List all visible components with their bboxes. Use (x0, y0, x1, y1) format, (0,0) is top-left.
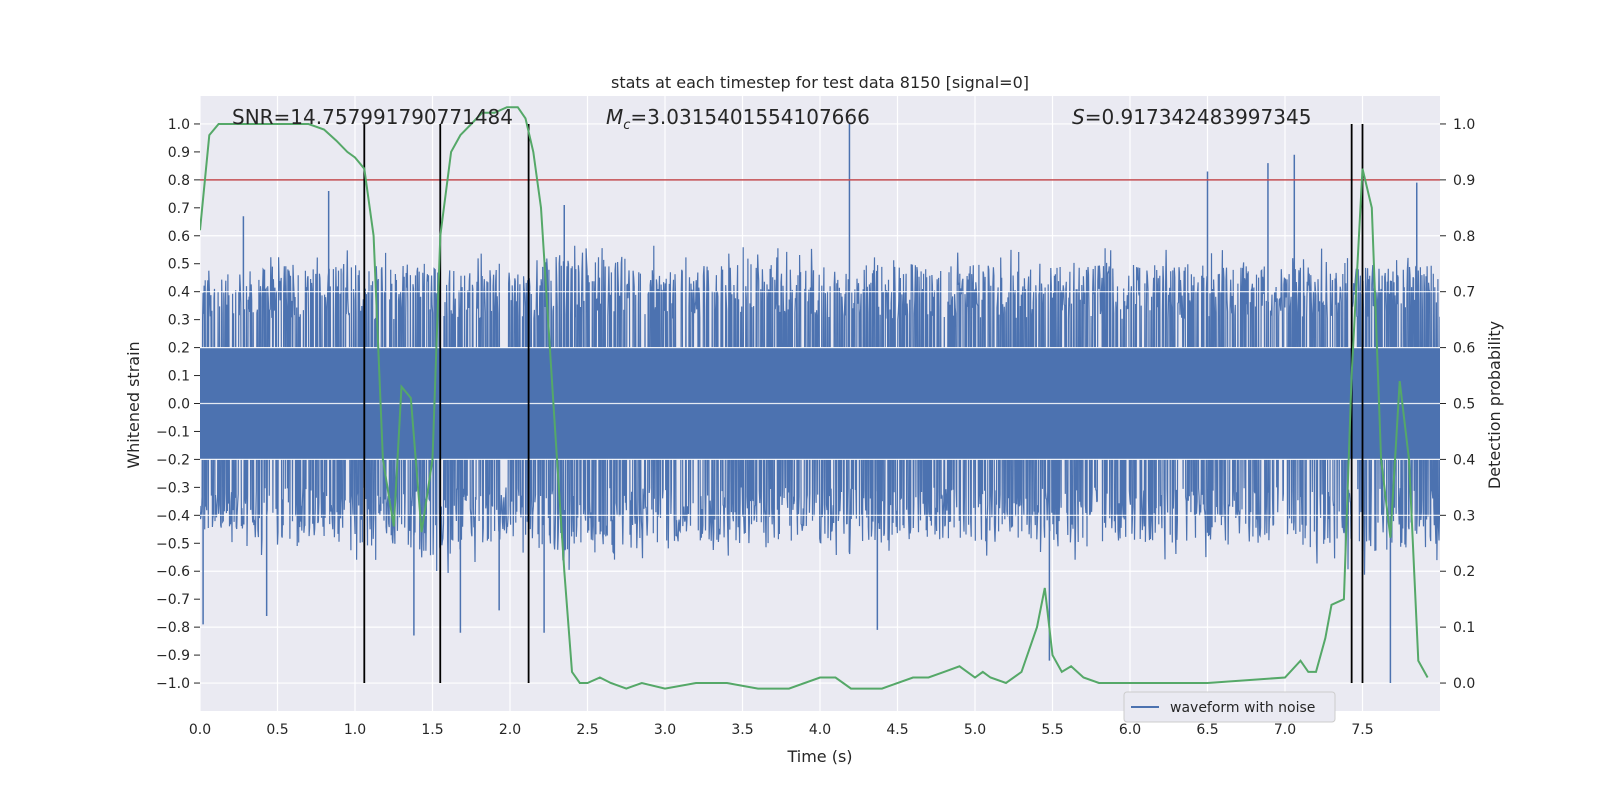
mc-value: =3.0315401554107666 (630, 105, 869, 129)
mc-subscript: c (623, 118, 630, 133)
y-tick-label: 0.5 (168, 257, 190, 273)
x-tick-label: 6.0 (1119, 722, 1141, 738)
y2-tick-label: 0.8 (1453, 229, 1475, 245)
y-tick-label: 0.8 (168, 173, 190, 189)
x-tick-label: 5.5 (1041, 722, 1063, 738)
y-tick-label: 0.3 (168, 313, 190, 329)
y-tick-label: 0.6 (168, 229, 190, 245)
y-tick-label: −0.7 (156, 592, 190, 608)
x-tick-label: 6.5 (1196, 722, 1218, 738)
y2-axis-ticks: 1.0 0.9 0.8 0.7 0.6 0.5 0.4 0.3 0.2 0.1 0.0 (1440, 117, 1475, 692)
chart-title: stats at each timestep for test data 815… (611, 73, 1029, 92)
x-tick-label: 1.5 (421, 722, 443, 738)
y-tick-label: −0.5 (156, 536, 190, 552)
y2-tick-label: 0.5 (1453, 397, 1475, 413)
y2-tick-label: 0.4 (1453, 452, 1475, 468)
y-tick-label: −0.3 (156, 480, 190, 496)
y-tick-label: 0.0 (168, 397, 190, 413)
s-symbol: S (1072, 105, 1085, 129)
x-tick-label: 3.5 (731, 722, 753, 738)
x-tick-label: 0.5 (266, 722, 288, 738)
x-tick-label: 3.0 (654, 722, 676, 738)
x-tick-label: 7.0 (1274, 722, 1296, 738)
s-value: =0.917342483997345 (1085, 105, 1312, 129)
y-tick-label: 0.1 (168, 369, 190, 385)
y2-tick-label: 0.0 (1453, 676, 1475, 692)
x-tick-label: 5.0 (964, 722, 986, 738)
s-annotation: S=0.917342483997345 (1072, 105, 1311, 129)
y-tick-label: 0.9 (168, 145, 190, 161)
y-tick-label: 0.2 (168, 341, 190, 357)
x-tick-label: 4.5 (886, 722, 908, 738)
y-axis-ticks: 1.0 0.9 0.8 0.7 0.6 0.5 0.4 0.3 0.2 0.1 0.0 −0.1 −0.… (156, 117, 200, 692)
snr-annotation: SNR=14.757991790771484 (232, 105, 513, 129)
y2-tick-label: 0.2 (1453, 564, 1475, 580)
waveform-line (200, 245, 1440, 575)
x-axis-ticks: 0.0 0.5 1.0 1.5 2.0 2.5 3.0 3.5 4.0 4.5 5.0 5.5 6.0 6… (189, 722, 1374, 738)
x-tick-label: 2.5 (576, 722, 598, 738)
y-tick-label: 0.4 (168, 285, 190, 301)
y-tick-label: 0.7 (168, 201, 190, 217)
y-tick-label: −0.4 (156, 508, 190, 524)
x-tick-label: 1.0 (344, 722, 366, 738)
y2-tick-label: 1.0 (1453, 117, 1475, 133)
y2-tick-label: 0.6 (1453, 341, 1475, 357)
mc-annotation: Mc=3.0315401554107666 (606, 105, 870, 133)
y-tick-label: 1.0 (168, 117, 190, 133)
y-tick-label: −1.0 (156, 676, 190, 692)
y2-tick-label: 0.1 (1453, 620, 1475, 636)
y-tick-label: −0.8 (156, 620, 190, 636)
probability-line (200, 106, 1429, 690)
x-axis-label: Time (s) (786, 747, 852, 766)
y2-axis-label: Detection probability (1485, 321, 1504, 489)
legend: waveform with noise (1123, 691, 1336, 723)
waveform-series (200, 123, 1440, 684)
y-tick-label: −0.9 (156, 648, 190, 664)
x-tick-label: 4.0 (809, 722, 831, 738)
x-tick-label: 0.0 (189, 722, 211, 738)
y-tick-label: −0.1 (156, 424, 190, 440)
y-tick-label: −0.6 (156, 564, 190, 580)
mc-symbol: M (606, 105, 623, 129)
legend-label: waveform with noise (1170, 700, 1315, 716)
y2-tick-label: 0.9 (1453, 173, 1475, 189)
y2-tick-label: 0.3 (1453, 508, 1475, 524)
vertical-markers (363, 123, 1364, 684)
y-axis-label: Whitened strain (124, 341, 143, 468)
y2-tick-label: 0.7 (1453, 285, 1475, 301)
y-tick-label: −0.2 (156, 452, 190, 468)
probability-series (200, 106, 1429, 690)
x-tick-label: 7.5 (1351, 722, 1373, 738)
legend-box (1123, 691, 1336, 723)
x-tick-label: 2.0 (499, 722, 521, 738)
